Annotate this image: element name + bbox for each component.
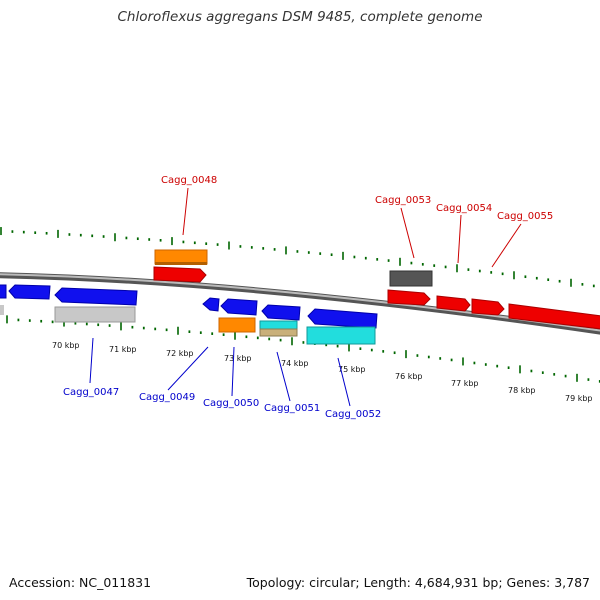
gene-label-cagg0054[interactable]: Cagg_0054 xyxy=(436,203,492,214)
tick-track-forward xyxy=(0,227,595,288)
gene-arrow-cagg0048[interactable] xyxy=(153,266,207,283)
gene-label-cagg0053[interactable]: Cagg_0053 xyxy=(375,195,431,206)
tick-track-reverse xyxy=(6,315,600,383)
gene-label-cagg0052[interactable]: Cagg_0052 xyxy=(325,409,381,420)
tick-label: 73 kbp xyxy=(224,354,252,363)
tick-label: 74 kbp xyxy=(281,359,309,368)
tick-label: 78 kbp xyxy=(508,386,536,395)
tick-label: 79 kbp xyxy=(565,394,593,403)
gene-arrow-left-1[interactable] xyxy=(8,284,51,300)
tick-label: 76 kbp xyxy=(395,372,423,381)
gene-label-cagg0049[interactable]: Cagg_0049 xyxy=(139,392,195,403)
genome-backbone xyxy=(0,272,600,335)
tick-label: 72 kbp xyxy=(166,349,194,358)
gene-arrow-cagg0054[interactable] xyxy=(436,295,471,312)
gene-arrow-cagg0047[interactable] xyxy=(54,287,138,306)
gene-label-cagg0051[interactable]: Cagg_0051 xyxy=(264,403,320,414)
gene-feature-cagg0051-tan[interactable] xyxy=(259,328,298,337)
tick-label: 71 kbp xyxy=(109,345,137,354)
tick-label: 77 kbp xyxy=(451,379,479,388)
tick-label: 75 kbp xyxy=(338,365,366,374)
gene-arrow-cagg0055[interactable] xyxy=(508,303,600,330)
gene-label-cagg0048[interactable]: Cagg_0048 xyxy=(161,175,217,186)
accession-label: Accession: NC_011831 xyxy=(9,575,152,590)
gene-arrow-cagg0050[interactable] xyxy=(220,298,258,316)
gene-feature-cagg0050-orange[interactable] xyxy=(218,317,256,333)
reverse-gene-labels: Cagg_0047 Cagg_0049 Cagg_0050 Cagg_0051 … xyxy=(63,337,381,420)
forward-gene-labels: Cagg_0048 Cagg_0053 Cagg_0054 Cagg_0055 xyxy=(161,175,553,268)
gene-label-cagg0050[interactable]: Cagg_0050 xyxy=(203,398,259,409)
gene-arrow-cagg0054b[interactable] xyxy=(471,298,505,316)
gene-feature-cagg0048-upper[interactable] xyxy=(154,249,208,265)
gene-label-cagg0055[interactable]: Cagg_0055 xyxy=(497,211,553,222)
kbp-tick-labels: 70 kbp 71 kbp 72 kbp 73 kbp 74 kbp 75 kb… xyxy=(52,341,593,403)
gene-feature-cagg0052-cyan[interactable] xyxy=(306,326,376,345)
gene-feature-cagg0053-gray[interactable] xyxy=(389,270,433,287)
gene-feature-cagg0047-gray[interactable] xyxy=(54,306,136,323)
gene-arrow-cagg0053[interactable] xyxy=(387,289,431,306)
gene-feature-cagg0051-cyan[interactable] xyxy=(259,320,298,330)
genome-stats-label: Topology: circular; Length: 4,684,931 bp… xyxy=(246,575,590,590)
gene-arrow-cagg0052[interactable] xyxy=(307,308,378,329)
tick-label: 70 kbp xyxy=(52,341,80,350)
gene-arrow-cagg0051[interactable] xyxy=(261,304,301,321)
map-title: Chloroflexus aggregans DSM 9485, complet… xyxy=(117,9,483,25)
gene-arrow-cagg0049[interactable] xyxy=(202,297,220,312)
gene-arrow-left-edge[interactable] xyxy=(0,284,7,299)
gene-label-cagg0047[interactable]: Cagg_0047 xyxy=(63,387,119,398)
